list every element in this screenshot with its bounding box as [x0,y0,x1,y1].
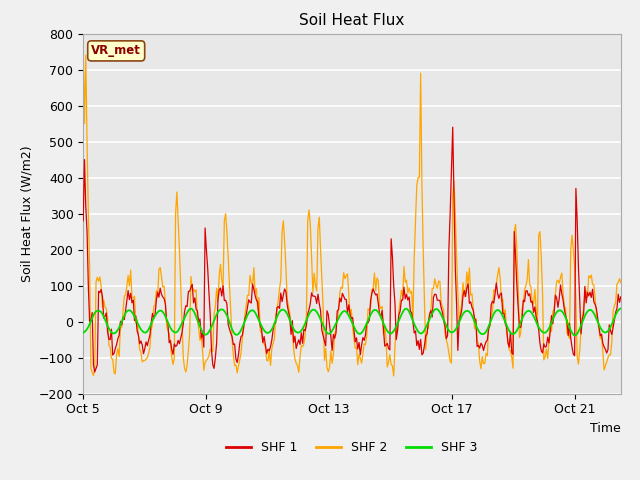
Y-axis label: Soil Heat Flux (W/m2): Soil Heat Flux (W/m2) [20,145,33,282]
Title: Soil Heat Flux: Soil Heat Flux [300,13,404,28]
X-axis label: Time: Time [590,422,621,435]
Legend: SHF 1, SHF 2, SHF 3: SHF 1, SHF 2, SHF 3 [221,436,483,459]
Text: VR_met: VR_met [92,44,141,58]
